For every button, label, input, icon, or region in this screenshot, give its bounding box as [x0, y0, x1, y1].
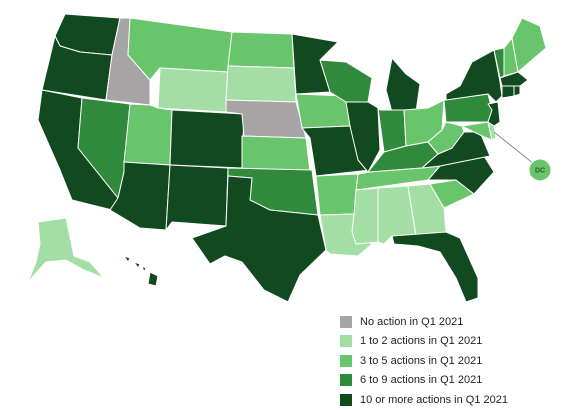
legend-swatch	[340, 315, 352, 328]
state-new-jersey	[487, 101, 501, 127]
state-west-virginia	[427, 121, 465, 155]
state-utah	[123, 103, 173, 166]
legend-label: No action in Q1 2021	[360, 315, 464, 328]
legend-item: 1 to 2 actions in Q1 2021	[340, 332, 576, 352]
state-new-york	[445, 49, 503, 103]
state-georgia	[407, 183, 447, 237]
state-district-of-columbia	[528, 158, 552, 182]
state-alaska	[27, 217, 105, 283]
state-wyoming	[157, 67, 229, 113]
legend-label: 10 or more actions in Q1 2021	[360, 393, 508, 406]
state-maine	[511, 17, 547, 73]
state-connecticut	[501, 85, 515, 99]
state-texas	[191, 175, 327, 303]
state-hawaii-islands	[123, 255, 147, 273]
state-massachusetts	[499, 71, 529, 87]
dc-leader-line	[493, 131, 535, 165]
legend-label: 1 to 2 actions in Q1 2021	[360, 335, 483, 348]
legend-swatch	[340, 335, 352, 348]
state-colorado	[169, 109, 245, 169]
state-north-dakota	[227, 31, 295, 69]
dc-label: DC	[535, 168, 545, 175]
state-new-mexico	[165, 164, 229, 231]
state-michigan	[385, 57, 421, 113]
legend-label: 3 to 5 actions in Q1 2021	[360, 354, 483, 367]
legend-swatch	[340, 393, 352, 406]
legend: No action in Q1 2021 1 to 2 actions in Q1…	[340, 312, 576, 410]
legend-item: 6 to 9 actions in Q1 2021	[340, 371, 576, 391]
legend-item: 10 or more actions in Q1 2021	[340, 390, 576, 410]
legend-swatch	[340, 354, 352, 367]
legend-item: 3 to 5 actions in Q1 2021	[340, 351, 576, 371]
state-kansas	[241, 135, 311, 173]
legend-label: 6 to 9 actions in Q1 2021	[360, 374, 483, 387]
state-illinois	[345, 101, 381, 173]
state-indiana	[377, 107, 407, 153]
state-arkansas	[315, 173, 359, 216]
state-mississippi	[351, 187, 379, 245]
state-rhode-island	[513, 85, 521, 97]
state-hawaii	[147, 271, 159, 287]
legend-swatch	[340, 374, 352, 387]
state-florida	[391, 231, 479, 303]
legend-item: No action in Q1 2021	[340, 312, 576, 332]
state-south-dakota	[225, 65, 297, 103]
